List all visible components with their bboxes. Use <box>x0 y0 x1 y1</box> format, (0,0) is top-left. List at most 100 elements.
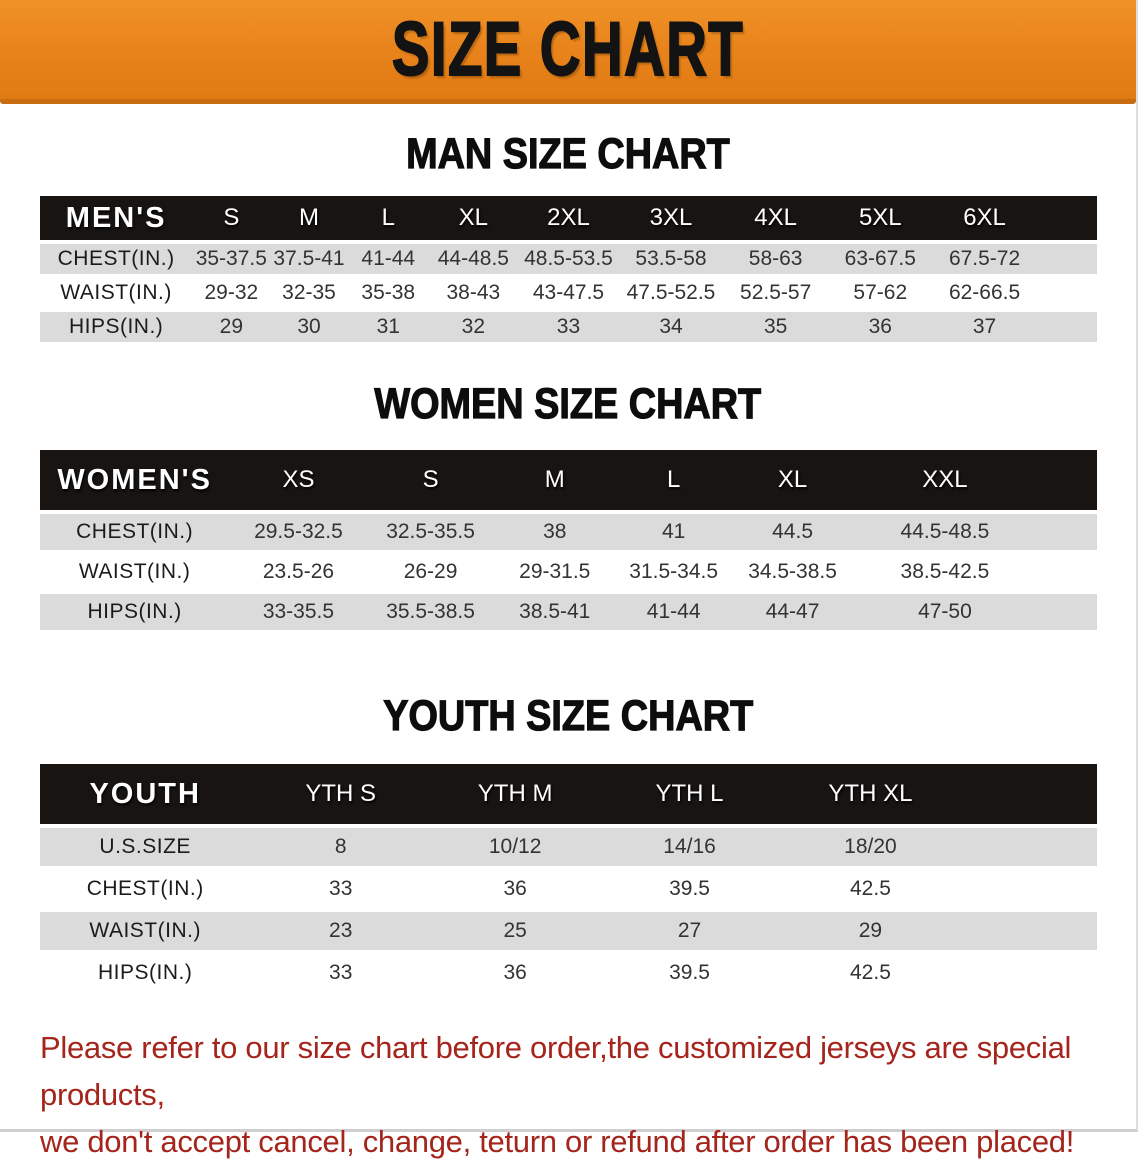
table-cell: 25 <box>430 912 600 950</box>
size-header-cell: 5XL <box>827 196 933 240</box>
size-header-cell: XL <box>428 196 519 240</box>
table-cell: 42.5 <box>779 870 1097 908</box>
size-header-cell: L <box>615 450 732 510</box>
table-cell: 35-37.5 <box>192 244 270 274</box>
table-cell: 29.5-32.5 <box>229 514 368 550</box>
order-policy-note: Please refer to our size chart before or… <box>40 1024 1098 1165</box>
men-header-row: MEN'S S M L XL 2XL 3XL 4XL 5XL 6XL <box>39 196 1097 240</box>
table-cell: 34.5-38.5 <box>731 554 854 590</box>
table-cell: 32 <box>428 312 519 342</box>
table-cell: 39.5 <box>599 870 780 908</box>
table-cell: 39.5 <box>599 954 780 992</box>
table-cell: 52.5-57 <box>723 278 828 308</box>
table-cell: 42.5 <box>779 954 1097 992</box>
table-cell: 41-44 <box>615 594 732 630</box>
table-cell: 30 <box>269 312 349 342</box>
table-cell: 38 <box>493 514 616 550</box>
size-header-cell: YTH L <box>599 764 780 824</box>
size-chart-banner: SIZE CHART <box>0 0 1136 104</box>
table-cell: 32-35 <box>269 278 349 308</box>
table-cell: 35 <box>723 312 828 342</box>
table-cell: 41-44 <box>348 244 429 274</box>
table-cell: 36 <box>827 312 933 342</box>
youth-size-chart-heading: YOUTH SIZE CHART <box>382 691 753 740</box>
table-cell: 37.5-41 <box>269 244 349 274</box>
table-cell: 47.5-52.5 <box>618 278 724 308</box>
youth-ussize-row: U.S.SIZE 8 10/12 14/16 18/20 <box>39 828 1097 866</box>
row-label: WAIST(IN.) <box>39 278 193 308</box>
youth-header-row: YOUTH YTH S YTH M YTH L YTH XL <box>39 764 1097 824</box>
size-header-cell: L <box>348 196 429 240</box>
table-cell: 29 <box>192 312 270 342</box>
size-header-cell: YTH M <box>430 764 600 824</box>
table-cell: 23 <box>250 912 431 950</box>
table-cell: 14/16 <box>599 828 780 866</box>
size-header-cell: 6XL <box>932 196 1097 240</box>
size-header-cell: YTH S <box>250 764 431 824</box>
row-label: HIPS(IN.) <box>39 312 193 342</box>
youth-size-table: YOUTH YTH S YTH M YTH L YTH XL U.S.SIZE … <box>39 760 1097 996</box>
table-cell: 27 <box>599 912 780 950</box>
table-cell: 67.5-72 <box>932 244 1097 274</box>
row-label: CHEST(IN.) <box>39 870 251 908</box>
table-cell: 43-47.5 <box>518 278 619 308</box>
order-policy-line-2: we don't accept cancel, change, teturn o… <box>40 1124 1075 1159</box>
row-label: CHEST(IN.) <box>39 244 193 274</box>
table-cell: 36 <box>430 954 600 992</box>
row-label: CHEST(IN.) <box>39 514 230 550</box>
table-cell: 29 <box>779 912 1097 950</box>
table-cell: 18/20 <box>779 828 1097 866</box>
size-header-cell: S <box>192 196 270 240</box>
table-cell: 23.5-26 <box>229 554 368 590</box>
table-cell: 8 <box>250 828 431 866</box>
table-cell: 44.5 <box>731 514 854 550</box>
youth-hips-row: HIPS(IN.) 33 36 39.5 42.5 <box>39 954 1097 992</box>
table-cell: 38.5-42.5 <box>853 554 1097 590</box>
table-cell: 33 <box>518 312 619 342</box>
table-cell: 35.5-38.5 <box>367 594 494 630</box>
size-header-cell: YTH XL <box>779 764 1097 824</box>
table-cell: 47-50 <box>853 594 1097 630</box>
table-cell: 37 <box>932 312 1097 342</box>
row-label: HIPS(IN.) <box>39 594 230 630</box>
size-header-cell: XL <box>731 450 854 510</box>
row-label: HIPS(IN.) <box>39 954 251 992</box>
table-cell: 26-29 <box>367 554 494 590</box>
women-hips-row: HIPS(IN.) 33-35.5 35.5-38.5 38.5-41 41-4… <box>39 594 1097 630</box>
size-header-cell: 4XL <box>723 196 828 240</box>
size-header-cell: 2XL <box>518 196 619 240</box>
table-cell: 34 <box>618 312 724 342</box>
youth-table-title: YOUTH <box>39 764 251 824</box>
table-cell: 33 <box>250 870 431 908</box>
women-size-table: WOMEN'S XS S M L XL XXL CHEST(IN.) 29.5-… <box>39 446 1097 634</box>
table-cell: 38.5-41 <box>493 594 616 630</box>
table-cell: 63-67.5 <box>827 244 933 274</box>
table-cell: 38-43 <box>428 278 519 308</box>
table-cell: 33-35.5 <box>229 594 368 630</box>
table-cell: 31.5-34.5 <box>615 554 732 590</box>
women-size-chart-heading: WOMEN SIZE CHART <box>374 379 762 428</box>
table-cell: 62-66.5 <box>932 278 1097 308</box>
women-chest-row: CHEST(IN.) 29.5-32.5 32.5-35.5 38 41 44.… <box>39 514 1097 550</box>
table-cell: 41 <box>615 514 732 550</box>
youth-waist-row: WAIST(IN.) 23 25 27 29 <box>39 912 1097 950</box>
table-cell: 31 <box>348 312 429 342</box>
table-cell: 57-62 <box>827 278 933 308</box>
table-cell: 10/12 <box>430 828 600 866</box>
women-header-row: WOMEN'S XS S M L XL XXL <box>39 450 1097 510</box>
table-cell: 44-47 <box>731 594 854 630</box>
size-header-cell: 3XL <box>618 196 724 240</box>
order-policy-line-1: Please refer to our size chart before or… <box>40 1030 1072 1112</box>
table-cell: 32.5-35.5 <box>367 514 494 550</box>
size-header-cell: S <box>367 450 494 510</box>
youth-chest-row: CHEST(IN.) 33 36 39.5 42.5 <box>39 870 1097 908</box>
table-cell: 44.5-48.5 <box>853 514 1097 550</box>
size-header-cell: M <box>493 450 616 510</box>
table-cell: 36 <box>430 870 600 908</box>
men-size-table: MEN'S S M L XL 2XL 3XL 4XL 5XL 6XL CHEST… <box>39 192 1097 346</box>
banner-title: SIZE CHART <box>391 6 745 93</box>
size-header-cell: M <box>269 196 349 240</box>
men-table-title: MEN'S <box>39 196 193 240</box>
table-cell: 48.5-53.5 <box>518 244 619 274</box>
women-waist-row: WAIST(IN.) 23.5-26 26-29 29-31.5 31.5-34… <box>39 554 1097 590</box>
